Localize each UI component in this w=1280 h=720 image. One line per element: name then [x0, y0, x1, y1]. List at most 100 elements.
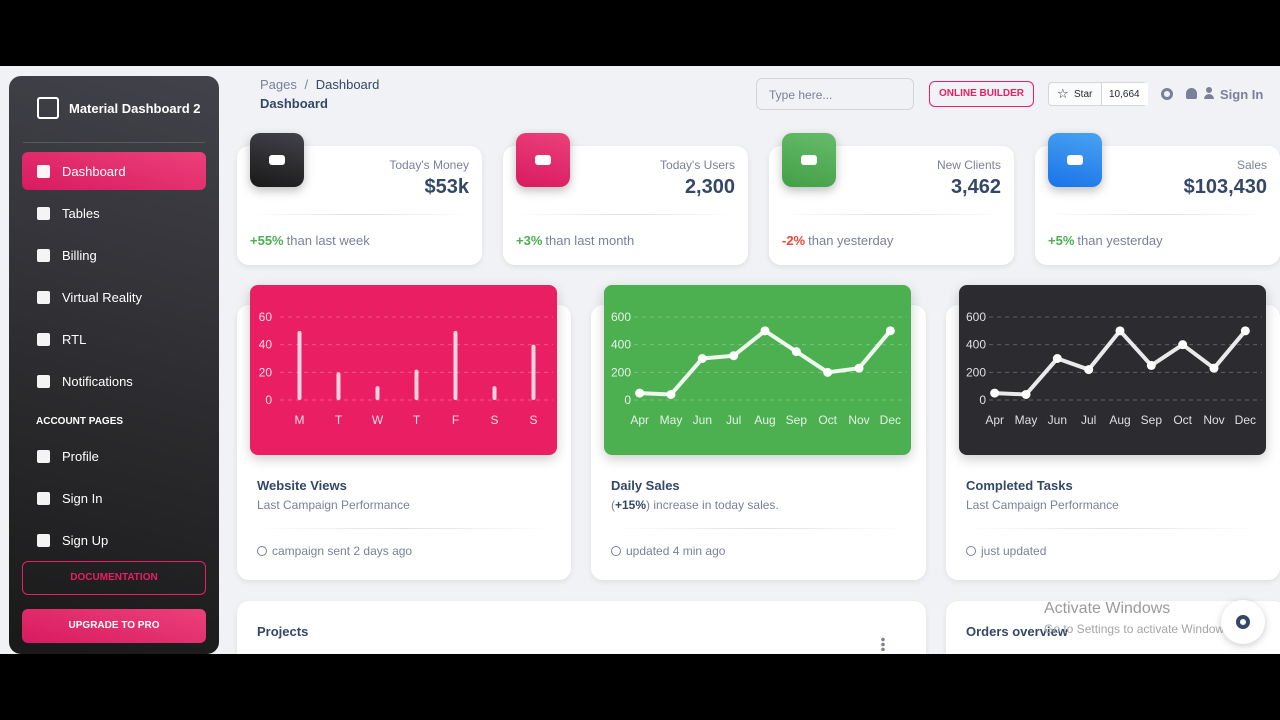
x-tick-label: Dec: [1235, 413, 1256, 427]
nav-item[interactable]: Billing: [62, 248, 97, 263]
point: [854, 363, 864, 373]
x-tick-label: Jul: [1081, 413, 1096, 427]
stat-icon-glyph: [535, 155, 551, 165]
bar: [297, 330, 302, 400]
brand-logo: [37, 97, 59, 119]
config-button[interactable]: [1221, 600, 1265, 644]
star-count: 10,664: [1109, 89, 1140, 100]
nav-item[interactable]: Sign In: [62, 491, 103, 506]
chart-card-title: Daily Sales: [611, 478, 680, 493]
stat-card: Today's Users 2,300 +3% than last month: [503, 146, 748, 265]
clock-icon: [611, 546, 621, 556]
chart-card-footer: just updated: [981, 544, 1047, 558]
point: [1178, 340, 1188, 350]
point: [1084, 365, 1094, 375]
nav-item[interactable]: Dashboard: [62, 164, 126, 179]
x-tick-label: S: [490, 413, 498, 427]
stat-change: +3%: [516, 233, 543, 248]
point: [1052, 354, 1062, 363]
chart-card-subtitle: Last Campaign Performance: [966, 498, 1119, 512]
stat-value: $103,430: [1183, 176, 1267, 198]
x-tick-label: Jun: [1048, 413, 1067, 427]
x-tick-label: Sep: [786, 413, 808, 427]
projects-menu[interactable]: [881, 637, 885, 651]
online-builder-label: ONLINE BUILDER: [939, 88, 1024, 99]
line: [639, 328, 892, 397]
online-builder-button[interactable]: ONLINE BUILDER: [929, 81, 1034, 107]
y-tick-label: 20: [259, 365, 273, 379]
y-tick-label: 60: [259, 310, 273, 324]
chart-card-subtitle: (+15%) increase in today sales.: [611, 498, 779, 512]
star-count-box: [1101, 83, 1148, 105]
point: [666, 389, 676, 399]
nav-icon: [37, 492, 50, 505]
chart-box: 0 200 400 600 Apr May Jun Jul Aug Sep Oct Nov Dec: [604, 285, 911, 455]
subtitle-highlight: +15%: [615, 498, 647, 512]
bar: [492, 386, 497, 400]
nav-icon: [37, 291, 50, 304]
nav-item[interactable]: Sign Up: [62, 533, 109, 548]
upgrade-label: UPGRADE TO PRO: [68, 620, 160, 631]
subtitle-text: ) increase in today sales.: [646, 498, 779, 512]
x-tick-label: Oct: [1173, 413, 1192, 427]
sign-in-link[interactable]: Sign In: [1220, 87, 1264, 102]
breadcrumb-current: Dashboard: [315, 77, 380, 92]
chart: 0 20 40 60 M T W T F S S: [259, 310, 553, 427]
stat-title: Today's Money: [389, 158, 469, 172]
brand[interactable]: Material Dashboard 2: [69, 101, 201, 116]
documentation-button[interactable]: DOCUMENTATION: [22, 561, 206, 595]
active-nav-bg: [22, 152, 206, 190]
nav-icon: [37, 333, 50, 346]
breadcrumb-link[interactable]: Pages: [260, 77, 297, 92]
github-star[interactable]: ☆ Star 10,664: [1048, 82, 1148, 106]
chart-card-subtitle: Last Campaign Performance: [257, 498, 410, 512]
x-tick-label: F: [452, 413, 459, 427]
point: [760, 326, 770, 336]
nav-item[interactable]: Notifications: [62, 374, 133, 389]
point: [635, 388, 645, 398]
stat-divider: [1048, 214, 1267, 215]
line: [994, 328, 1247, 397]
chart-card-divider: [966, 528, 1260, 529]
nav-item[interactable]: Tables: [62, 206, 100, 221]
stat-divider: [782, 214, 1001, 215]
nav-item[interactable]: Virtual Reality: [62, 290, 142, 305]
nav-item[interactable]: RTL: [62, 332, 87, 347]
stat-change: -2%: [782, 233, 806, 248]
x-tick-label: Aug: [754, 413, 775, 427]
chart: 0 200 400 600 Apr May Jun Jul Aug Sep Oct Nov Dec: [611, 310, 907, 427]
page: Material Dashboard 2 Dashboard Tables Bill…: [0, 66, 1280, 654]
point: [1240, 326, 1250, 336]
stat-footer: +55% than last week: [250, 233, 370, 248]
breadcrumb-separator: /: [304, 77, 309, 92]
point: [1021, 389, 1031, 399]
point: [823, 367, 833, 377]
watermark-title: Activate Windows: [1044, 600, 1171, 617]
stat-change: +55%: [250, 233, 284, 248]
nav-item[interactable]: Profile: [62, 449, 99, 464]
chart-card-title: Website Views: [257, 478, 347, 493]
y-tick-label: 40: [259, 338, 273, 352]
notifications-icon[interactable]: [1186, 88, 1197, 99]
page-title: Dashboard: [260, 96, 328, 111]
stat-divider: [250, 214, 469, 215]
search-placeholder: Type here...: [769, 88, 833, 102]
upgrade-button[interactable]: UPGRADE TO PRO: [22, 609, 206, 643]
settings-icon[interactable]: [1161, 88, 1173, 100]
y-tick-label: 200: [966, 365, 986, 379]
y-tick-label: 400: [611, 338, 631, 352]
chart: 0 200 400 600 Apr May Jun Jul Aug Sep Oct Nov Dec: [966, 310, 1262, 427]
orders-title: Orders overview: [966, 624, 1068, 639]
bar: [531, 344, 536, 400]
chart-card-divider: [611, 528, 906, 529]
x-tick-label: T: [335, 413, 343, 427]
chart-box: 0 200 400 600 Apr May Jun Jul Aug Sep Oct Nov Dec: [959, 285, 1266, 455]
bar: [414, 369, 419, 400]
nav-icon: [37, 450, 50, 463]
point: [697, 354, 707, 363]
bar: [336, 372, 341, 400]
search-input[interactable]: Type here...: [756, 78, 914, 110]
x-tick-label: Sep: [1141, 413, 1163, 427]
stat-icon: [516, 133, 570, 187]
nav-icon: [37, 165, 50, 178]
